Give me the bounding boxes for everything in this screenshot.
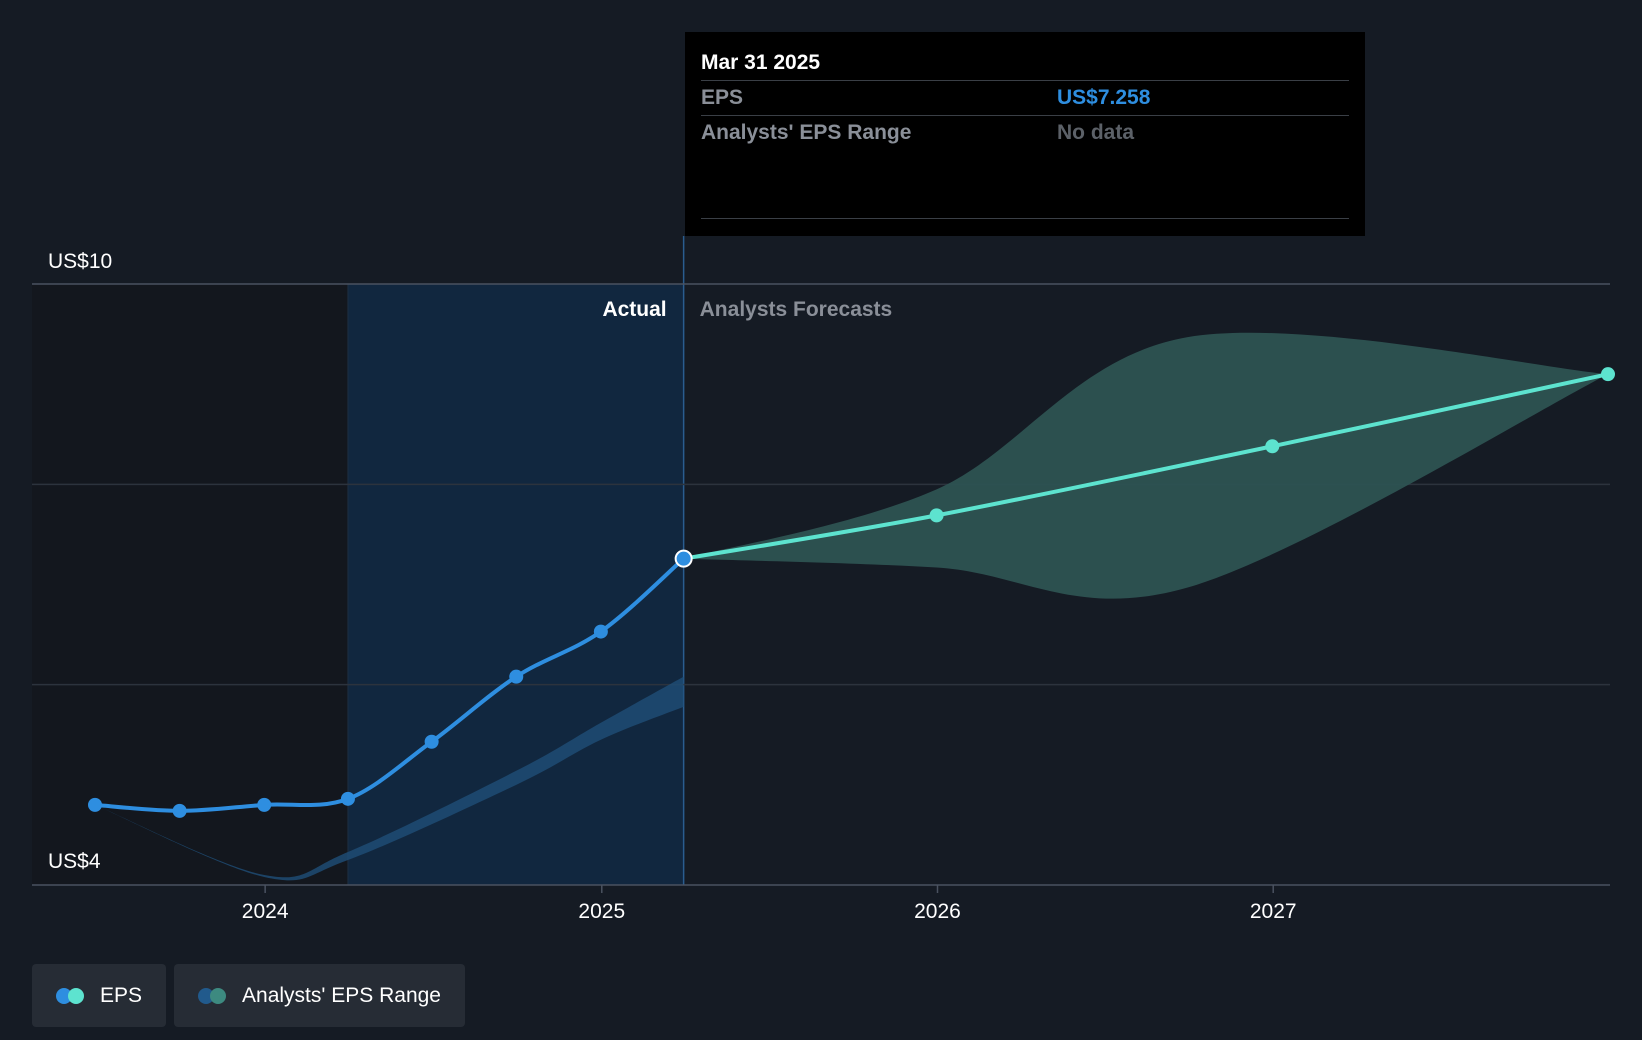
- tooltip-eps-value: US$7.258: [1057, 86, 1151, 109]
- forecast-eps-range-band: [683, 332, 1608, 599]
- past-eps-range-band: [95, 676, 684, 881]
- x-tick-label-2026: 2026: [914, 900, 961, 923]
- legend-item-range[interactable]: Analysts' EPS Range: [174, 964, 465, 1027]
- legend-label-eps: EPS: [100, 983, 143, 1007]
- tooltip-eps-label: EPS: [701, 86, 744, 109]
- hover-tooltip: Mar 31 2025 EPS US$7.258 Analysts' EPS R…: [685, 32, 1365, 236]
- actual-highlight-region: [347, 284, 684, 885]
- tooltip-range-label: Analysts' EPS Range: [701, 121, 912, 144]
- range-forecast-swatch: [210, 987, 227, 1004]
- eps-forecast-line: [681, 372, 1610, 561]
- eps-forecast-point-1: [929, 508, 944, 523]
- eps-forecast-swatch: [68, 987, 84, 1004]
- eps-actual-point-0: [88, 797, 102, 812]
- tooltip-range-value: No data: [1057, 121, 1135, 144]
- tooltip-date: Mar 31 2025: [701, 51, 821, 74]
- y-axis-label-bottom: US$4: [48, 850, 101, 873]
- range-legend-icon: [198, 987, 228, 1004]
- x-tick-label-2024: 2024: [242, 900, 289, 923]
- eps-actual-point-1: [172, 803, 187, 818]
- tooltip-divider: [701, 218, 1349, 219]
- tooltip-row-eps: EPS US$7.258: [701, 80, 1349, 115]
- tooltip-row-range: Analysts' EPS Range No data: [701, 115, 1349, 150]
- eps-actual-point-3: [340, 791, 355, 806]
- eps-actual-point-2: [257, 797, 272, 812]
- x-tick-label-2025: 2025: [578, 900, 625, 923]
- past-shaded-region: [32, 284, 348, 885]
- eps-actual-point-5: [509, 669, 524, 684]
- chart-legend: EPS Analysts' EPS Range: [32, 964, 465, 1027]
- eps-forecast-point-3: [1601, 367, 1615, 382]
- x-tick-label-2027: 2027: [1250, 900, 1297, 923]
- eps-actual-point-4: [424, 734, 439, 749]
- actual-region-label: Actual: [602, 298, 666, 321]
- forecast-region-label: Analysts Forecasts: [700, 298, 893, 321]
- eps-legend-icon: [56, 987, 86, 1004]
- legend-item-eps[interactable]: EPS: [32, 964, 167, 1027]
- eps-highlight-point: [674, 549, 693, 568]
- y-axis-label-top: US$10: [48, 250, 112, 273]
- eps-forecast-point-2: [1265, 439, 1280, 454]
- legend-label-range: Analysts' EPS Range: [242, 983, 441, 1007]
- eps-actual-point-6: [593, 624, 608, 639]
